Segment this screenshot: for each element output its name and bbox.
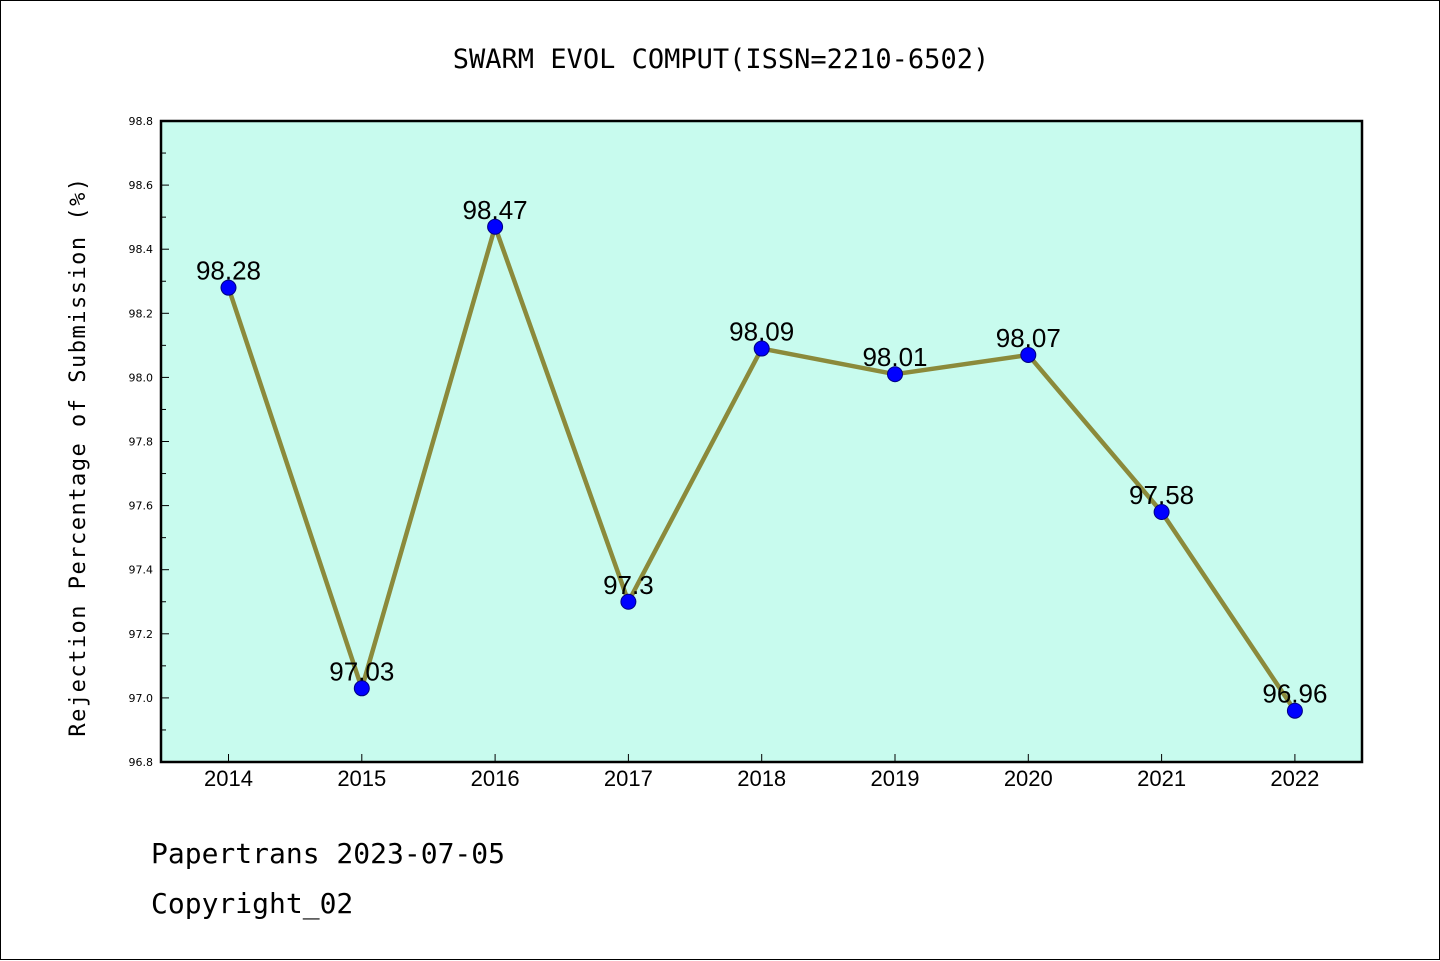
footer-copyright: Copyright_02	[151, 887, 354, 920]
series-layer	[220, 218, 1303, 719]
x-tick-label: 2022	[1270, 766, 1319, 791]
data-point-marker	[487, 218, 504, 235]
data-point-marker	[220, 279, 237, 296]
x-tick-label: 2021	[1137, 766, 1186, 791]
plot-area	[161, 121, 1362, 762]
y-tick-label: 98.0	[129, 371, 154, 384]
y-tick-label: 97.4	[129, 564, 154, 577]
data-point-marker	[1153, 504, 1170, 521]
data-label: 98.47	[463, 195, 528, 225]
data-point-marker	[353, 680, 370, 697]
data-point-marker	[1020, 346, 1037, 363]
y-tick-label: 98.8	[129, 115, 154, 128]
data-label: 98.01	[862, 342, 927, 372]
data-label: 97.03	[329, 656, 394, 686]
y-tick-label: 97.6	[129, 500, 154, 513]
data-label: 98.28	[196, 256, 261, 286]
y-axis-ticks: 96.8 97.0 97.2 97.4 97.6 97.8 98.0 98.2 98.4 98.6…	[129, 115, 169, 769]
y-axis-title: Rejection Percentage of Submission (%)	[66, 176, 91, 736]
data-label: 98.07	[996, 323, 1061, 353]
x-tick-label: 2016	[471, 766, 520, 791]
data-label: 97.3	[603, 570, 654, 600]
y-tick-label: 97.2	[129, 628, 154, 641]
data-label: 96.96	[1262, 679, 1327, 709]
data-point-marker	[620, 593, 637, 610]
y-tick-label: 98.2	[129, 307, 154, 320]
x-tick-label: 2014	[204, 766, 253, 791]
x-tick-label: 2017	[604, 766, 653, 791]
data-label: 98.09	[729, 317, 794, 347]
footer-author-date: Papertrans 2023-07-05	[151, 837, 506, 870]
x-axis-ticks: 2014 2015 2016 2017 2018 2019 2020 2021 2022	[204, 754, 1319, 791]
y-tick-label: 96.8	[129, 756, 154, 769]
data-point-marker	[1286, 702, 1303, 719]
data-point-marker	[753, 340, 770, 357]
data-label: 97.58	[1129, 480, 1194, 510]
data-point-marker	[887, 366, 903, 383]
plot-border	[159, 119, 1364, 764]
x-tick-label: 2019	[871, 766, 920, 791]
chart-title: SWARM EVOL COMPUT(ISSN=2210-6502)	[453, 44, 989, 75]
y-tick-label: 98.6	[129, 179, 154, 192]
x-tick-label: 2020	[1004, 766, 1053, 791]
x-tick-label: 2018	[737, 766, 786, 791]
x-tick-label: 2015	[337, 766, 386, 791]
data-label-layer: 98.28 97.03 98.47 97.3 98.09 98.01 98.07 97.58 9…	[196, 195, 1327, 709]
y-tick-label: 97.8	[129, 436, 154, 449]
y-tick-label: 97.0	[129, 692, 154, 705]
y-tick-label: 98.4	[129, 243, 154, 256]
